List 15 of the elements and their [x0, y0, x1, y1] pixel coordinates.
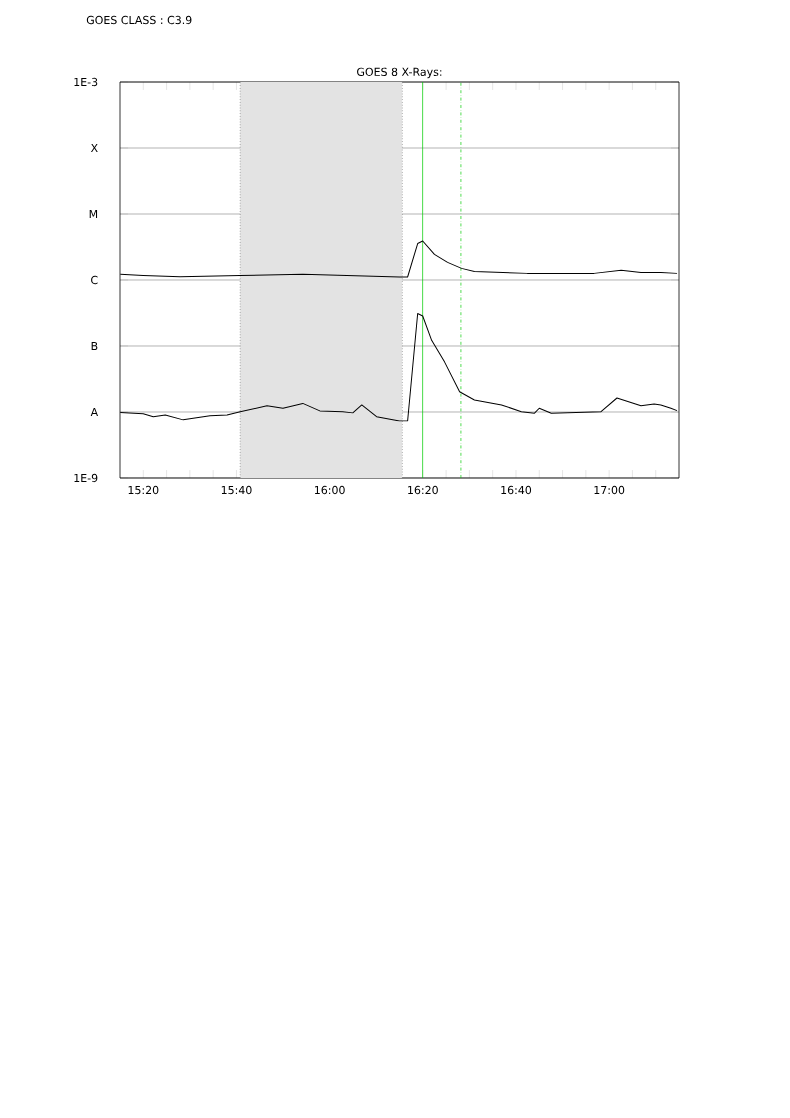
y-tick-label: C	[91, 275, 98, 285]
y-tick-label: 1E-3	[74, 77, 98, 87]
y-tick-label: 1E-9	[74, 473, 98, 483]
x-tick-label: 15:20	[128, 485, 159, 495]
chart-title: GOES 8 X-Rays:	[357, 67, 442, 79]
y-tick-label: M	[89, 209, 98, 219]
y-tick-label: X	[90, 143, 98, 153]
x-tick-label: 17:00	[594, 485, 625, 495]
x-tick-label: 16:00	[314, 485, 345, 495]
y-tick-label: B	[91, 341, 98, 351]
x-tick-label: 15:40	[221, 485, 252, 495]
x-tick-label: 16:20	[408, 485, 438, 495]
y-tick-label: A	[90, 407, 99, 417]
text: GOES CLASS : C3.9	[86, 15, 192, 25]
x-tick-label: 16:40	[501, 485, 532, 495]
